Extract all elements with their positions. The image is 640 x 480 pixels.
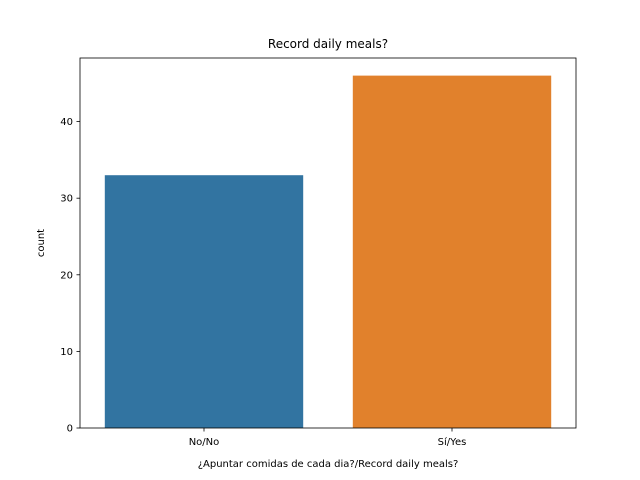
y-tick-label: 20 xyxy=(60,270,73,281)
y-tick-label: 10 xyxy=(60,347,73,358)
y-axis-ticks: 0 10 20 30 40 xyxy=(60,117,80,435)
x-axis-ticks: No/No Sí/Yes xyxy=(189,428,467,448)
bar-1 xyxy=(352,75,552,428)
x-tick-label: No/No xyxy=(189,437,220,448)
x-axis-label: ¿Apuntar comidas de cada dia?/Record dai… xyxy=(198,459,459,470)
bar-0 xyxy=(104,175,304,428)
plot-frame xyxy=(79,57,577,429)
y-axis-label: count xyxy=(36,229,47,257)
chart-title: Record daily meals? xyxy=(268,37,388,51)
x-tick-label: Sí/Yes xyxy=(438,436,467,448)
y-tick-label: 40 xyxy=(60,117,73,128)
y-tick-label: 30 xyxy=(60,194,73,205)
bars-group xyxy=(104,75,552,428)
y-tick-label: 0 xyxy=(67,424,73,435)
